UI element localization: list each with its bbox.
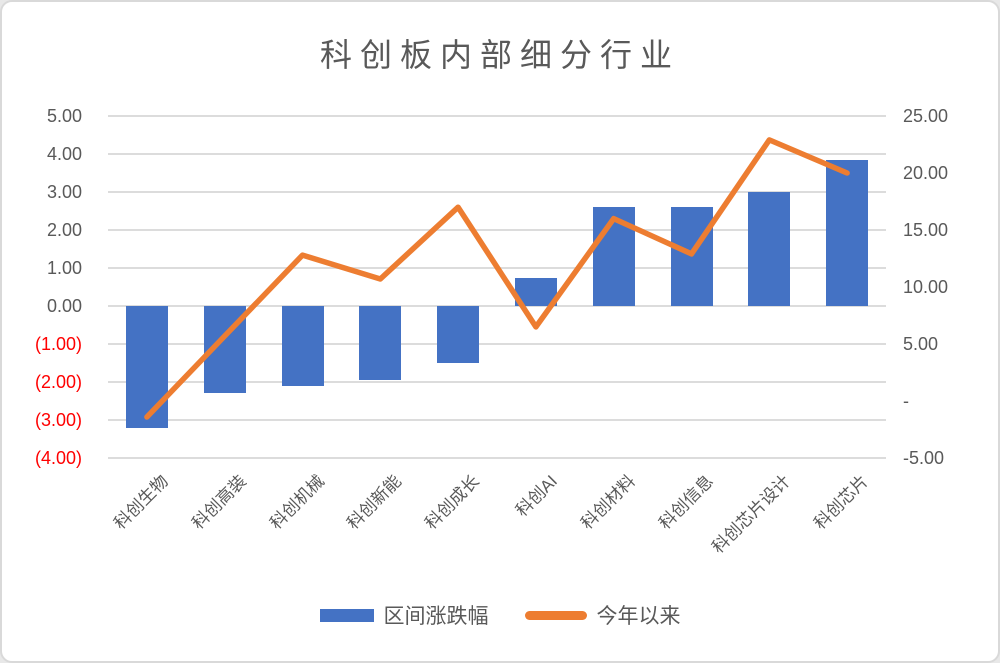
x-label-5: 科创AI [512, 471, 561, 521]
left-axis-tick: (1.00) [34, 334, 82, 354]
line-series [144, 137, 850, 420]
x-label-3: 科创新能 [343, 471, 406, 534]
legend-label: 今年以来 [596, 605, 681, 628]
bar-2 [281, 306, 324, 386]
left-axis-tick: (2.00) [34, 372, 82, 392]
line-series-layer [144, 137, 850, 420]
left-axis-tick: 1.00 [46, 258, 82, 278]
gridline [108, 305, 886, 307]
bar-9 [826, 159, 869, 306]
bar-0 [125, 306, 168, 428]
x-label-2: 科创机械 [265, 471, 328, 534]
bar-3 [359, 306, 402, 381]
right-axis-tick: 5.00 [903, 334, 939, 354]
left-axis-tick: 4.00 [46, 144, 82, 164]
x-label-6: 科创材料 [577, 471, 639, 534]
gridline [108, 381, 886, 383]
gridline [108, 229, 886, 231]
x-label-9: 科创芯片 [810, 471, 873, 534]
right-axis-tick: - [903, 391, 909, 411]
x-label-4: 科创成长 [421, 471, 484, 534]
x-label-8: 科创芯片设计 [708, 471, 795, 558]
right-axis-tick: 10.00 [903, 277, 949, 297]
chart-title: 科创板内部细分行业 [319, 37, 680, 73]
x-label-1: 科创高装 [188, 471, 250, 534]
gridline [108, 153, 886, 155]
gridline [108, 191, 886, 193]
left-axis-tick: 0.00 [46, 296, 82, 316]
left-axis-tick: 2.00 [46, 220, 82, 240]
plot-area [108, 115, 886, 459]
right-axis-tick: 20.00 [903, 163, 949, 183]
x-label-0: 科创生物 [110, 471, 172, 534]
left-axis-tick: 3.00 [46, 182, 82, 202]
x-label-7: 科创信息 [654, 471, 717, 534]
legend-item-bar-series: 区间涨跌幅 [319, 600, 489, 630]
left-axis-tick: (3.00) [34, 410, 82, 430]
gridline [108, 115, 886, 117]
right-axis-tick: -5.00 [903, 448, 945, 468]
right-axis-tick: 15.00 [903, 220, 949, 240]
left-axis-tick: (4.00) [34, 448, 82, 468]
gridline [108, 457, 886, 459]
right-axis-tick: 25.00 [903, 106, 949, 126]
bar-8 [748, 192, 791, 306]
gridline [108, 343, 886, 345]
left-axis-tick: 5.00 [46, 106, 82, 126]
gridline [108, 419, 886, 421]
line-series-swatch [524, 610, 587, 620]
bar-series-swatch [319, 608, 374, 622]
bar-4 [437, 306, 480, 363]
legend: 区间涨跌幅 今年以来 [2, 600, 998, 630]
legend-label: 区间涨跌幅 [383, 605, 489, 628]
legend-item-line-series: 今年以来 [524, 600, 681, 630]
